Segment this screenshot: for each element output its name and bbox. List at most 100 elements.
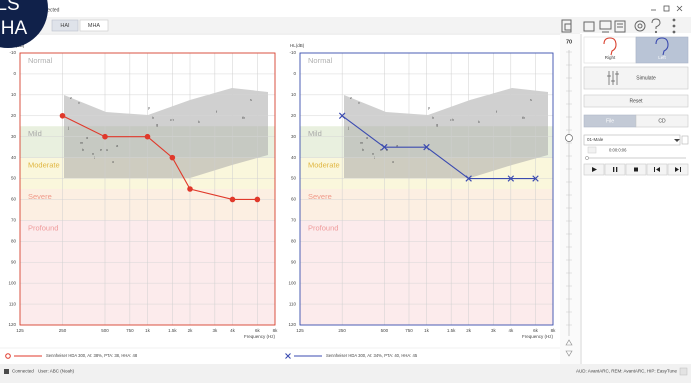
legend-label: Sennheiser HDA 300, AI: 38%, PTA: 38, HH… [46, 353, 138, 358]
phoneme: v [358, 101, 360, 105]
band-label: Severe [28, 192, 52, 201]
simulate-label[interactable]: Simulate [636, 75, 656, 81]
data-point [169, 154, 176, 161]
phoneme: k [198, 120, 200, 124]
playback-controls[interactable] [583, 163, 689, 176]
phoneme: b [82, 148, 84, 152]
tab-label[interactable]: HAI [60, 23, 70, 29]
y-tick-label: 0 [13, 71, 16, 76]
ear-icon [655, 37, 669, 56]
phoneme: m [80, 141, 83, 145]
slider-handle [565, 134, 573, 142]
x-axis-label: Frequency (Hz) [244, 334, 276, 339]
phoneme: n [92, 152, 94, 156]
x-tick-label: 250 [59, 328, 67, 333]
phoneme: d [366, 136, 368, 140]
y-tick-label: 90 [11, 259, 17, 264]
seek-handle[interactable] [585, 156, 589, 160]
band-label: Profound [308, 223, 338, 232]
phoneme: f [496, 110, 498, 114]
tab[interactable] [79, 19, 109, 32]
y-tick-label: -10 [289, 50, 296, 55]
phoneme: a [396, 144, 399, 148]
ear-button-selected[interactable] [635, 36, 689, 64]
plot-border [19, 52, 276, 326]
data-point [187, 186, 193, 192]
track-select[interactable] [583, 134, 681, 146]
phoneme: h [432, 116, 434, 120]
y-tick-label: 120 [288, 322, 296, 327]
ear-label[interactable]: Right [605, 55, 616, 60]
reset-button[interactable] [583, 94, 689, 108]
phoneme: b [362, 148, 364, 152]
data-point [423, 143, 430, 151]
tab-bar [0, 17, 691, 33]
tab-label[interactable]: MHA [88, 23, 101, 29]
band-label: Normal [28, 56, 53, 65]
phoneme: h [152, 116, 154, 120]
tab[interactable] [51, 19, 79, 32]
level-label: 70 [566, 39, 572, 45]
phoneme: l [94, 156, 95, 160]
legend-marker [5, 353, 11, 359]
level-slider[interactable] [565, 50, 573, 357]
y-tick-label: 10 [11, 92, 17, 97]
reset-label[interactable]: Reset [629, 98, 643, 104]
simulate-button[interactable] [583, 66, 689, 90]
phoneme: j [347, 126, 349, 130]
data-point [229, 196, 236, 203]
ear-button[interactable] [583, 36, 637, 64]
toolbar[interactable] [561, 18, 676, 34]
phoneme: n [372, 152, 374, 156]
window-controls[interactable] [651, 5, 683, 12]
phoneme: z [70, 96, 72, 100]
track-label[interactable]: 01-Male [587, 137, 604, 142]
y-tick-label: 80 [11, 238, 17, 243]
data-point [254, 196, 261, 203]
x-tick-label: 750 [405, 328, 413, 333]
phoneme: f [216, 110, 218, 114]
badge-line: LS [0, 0, 20, 15]
checkbox[interactable] [681, 135, 689, 145]
x-tick-label: 1k [145, 328, 151, 333]
y-tick-label: 100 [8, 280, 16, 285]
y-tick-label: 10 [291, 92, 297, 97]
y-tick-label: 20 [11, 113, 17, 118]
band-label: Mild [28, 129, 42, 138]
phoneme: th [242, 116, 245, 120]
y-tick-label: 110 [289, 301, 297, 306]
x-tick-label: 125 [296, 328, 304, 333]
y-tick-label: 120 [8, 322, 16, 327]
data-point [465, 175, 472, 182]
speech-banana [64, 88, 268, 178]
x-tick-label: 4k [230, 328, 236, 333]
seek-toggle[interactable] [587, 146, 597, 154]
band-label: Mild [308, 129, 322, 138]
y-tick-label: 0 [293, 71, 296, 76]
status-modules: AUD: AvantARC, REM: AvantARC, HIP: EasyT… [576, 369, 677, 374]
status-button[interactable] [679, 367, 688, 376]
status-connection: Connected [12, 369, 34, 374]
y-tick-label: 50 [11, 176, 17, 181]
band-label: Moderate [308, 161, 340, 170]
x-tick-label: 250 [338, 328, 346, 333]
x-tick-label: 8k [273, 328, 279, 333]
phoneme: p [148, 106, 150, 110]
y-tick-label: 30 [11, 134, 17, 139]
charts: NormalMildModerateSevereProfoundzvjmdbne… [0, 43, 560, 359]
x-tick-label: 1.5k [168, 328, 177, 333]
phoneme: o [112, 160, 114, 164]
status-user: User: ABC (Noah) [38, 369, 75, 374]
source-button[interactable] [635, 114, 689, 128]
y-tick-label: 80 [291, 238, 297, 243]
y-tick-label: 50 [291, 176, 297, 181]
source-label[interactable]: CD [658, 118, 666, 124]
x-tick-label: 125 [16, 328, 24, 333]
dropdown-arrow [674, 139, 680, 142]
phoneme: z [350, 96, 352, 100]
ear-label[interactable]: Left [658, 55, 666, 60]
source-label[interactable]: File [606, 118, 614, 124]
y-tick-label: 110 [9, 301, 17, 306]
status-bar [0, 364, 691, 383]
